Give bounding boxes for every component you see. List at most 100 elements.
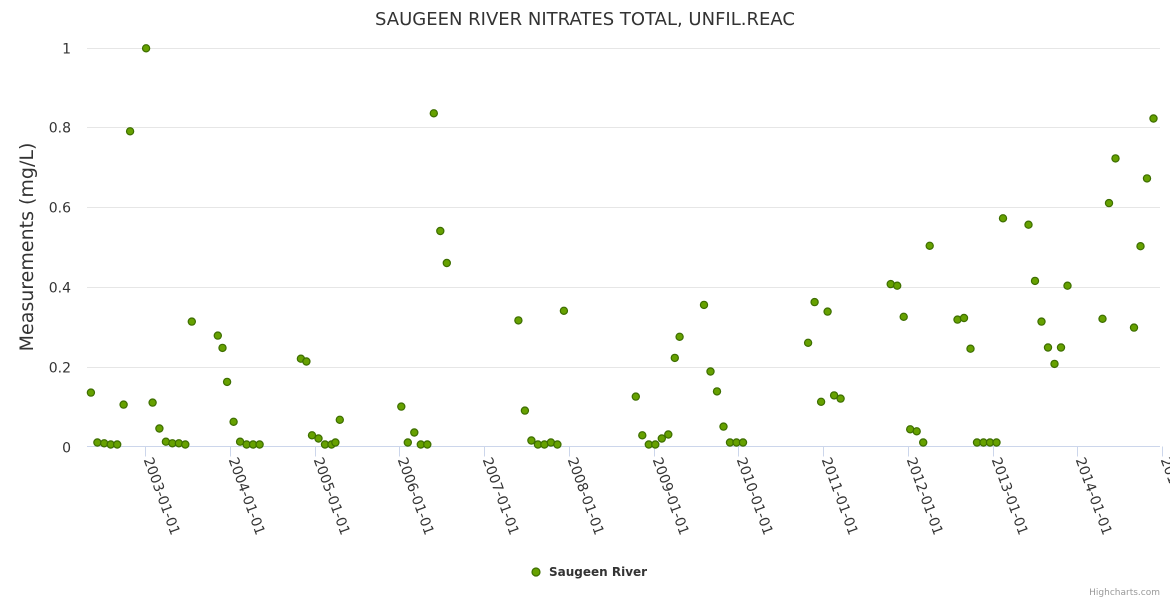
data-point[interactable] <box>925 241 934 250</box>
y-tick-label: 0.8 <box>49 121 71 137</box>
data-point[interactable] <box>803 338 813 347</box>
data-point[interactable] <box>187 317 196 326</box>
data-point[interactable] <box>1104 198 1114 208</box>
data-point[interactable] <box>218 343 227 353</box>
x-tick-label: 2014-01-01 <box>1072 455 1115 537</box>
data-point[interactable] <box>899 312 908 321</box>
data-point[interactable] <box>423 440 432 449</box>
data-point[interactable] <box>1030 276 1040 286</box>
y-tick-label: 0.2 <box>49 361 71 377</box>
data-point[interactable] <box>1037 317 1046 326</box>
data-point[interactable] <box>314 434 323 443</box>
data-point[interactable] <box>670 353 680 363</box>
data-point[interactable] <box>86 388 96 397</box>
data-point[interactable] <box>307 431 317 440</box>
data-point[interactable] <box>912 427 921 436</box>
y-axis-label: Measurements (mg/L) <box>16 143 38 352</box>
data-point[interactable] <box>738 438 748 447</box>
x-tick-label: 2013-01-01 <box>988 455 1031 537</box>
data-point[interactable] <box>442 258 451 268</box>
data-point[interactable] <box>836 394 845 403</box>
data-point[interactable] <box>706 367 715 376</box>
x-axis-ticks: 2003-01-01 2004-01-01 2005-01-01 2006-01-01… <box>140 446 1170 537</box>
data-point[interactable] <box>1149 114 1158 123</box>
data-point[interactable] <box>816 397 826 406</box>
data-point[interactable] <box>810 297 819 307</box>
y-tick-label: 0.6 <box>49 201 71 217</box>
x-tick-label: 2008-01-01 <box>564 455 607 537</box>
data-point[interactable] <box>1142 174 1152 183</box>
data-point[interactable] <box>93 438 102 447</box>
data-point[interactable] <box>429 109 438 118</box>
data-point[interactable] <box>699 300 709 310</box>
data-point[interactable] <box>155 424 164 433</box>
data-point[interactable] <box>410 428 419 437</box>
data-point[interactable] <box>1043 343 1053 352</box>
data-point[interactable] <box>229 417 238 426</box>
y-tick-label: 1 <box>62 42 71 58</box>
data-point[interactable] <box>998 214 1008 223</box>
data-point[interactable] <box>675 332 684 341</box>
data-point[interactable] <box>893 281 902 290</box>
data-point[interactable] <box>1050 359 1059 369</box>
data-point[interactable] <box>181 440 190 449</box>
data-point[interactable] <box>213 331 222 340</box>
data-point[interactable] <box>222 377 232 387</box>
x-tick-label: 2005-01-01 <box>310 455 353 537</box>
data-point[interactable] <box>559 306 569 315</box>
data-point[interactable] <box>1024 220 1033 229</box>
data-point[interactable] <box>712 387 722 396</box>
legend[interactable]: Saugeen River <box>531 565 647 579</box>
data-point[interactable] <box>631 392 641 401</box>
chart-title: SAUGEEN RIVER NITRATES TOTAL, UNFIL.REAC <box>375 9 795 30</box>
data-point[interactable] <box>119 400 128 409</box>
data-point[interactable] <box>403 438 412 447</box>
x-tick-label: 2009-01-01 <box>649 455 692 537</box>
data-point[interactable] <box>302 357 311 366</box>
data-point[interactable] <box>829 391 839 400</box>
data-point[interactable] <box>992 438 1001 447</box>
x-tick-label: 2010-01-01 <box>733 455 776 537</box>
x-tick-label: 2011-01-01 <box>818 455 861 537</box>
data-point[interactable] <box>331 438 340 447</box>
data-point[interactable] <box>335 415 344 424</box>
data-point[interactable] <box>1063 281 1072 290</box>
data-point[interactable] <box>436 226 445 236</box>
data-point[interactable] <box>141 44 151 53</box>
data-point[interactable] <box>664 430 673 439</box>
data-point[interactable] <box>638 431 647 440</box>
data-point[interactable] <box>919 438 928 447</box>
y-axis-ticks: 0 0.2 0.4 0.6 0.8 1 <box>49 42 71 457</box>
data-point[interactable] <box>1111 154 1120 163</box>
x-tick-label: 2015-01-01 <box>1157 455 1170 537</box>
data-point[interactable] <box>823 307 832 316</box>
x-tick-label: 2006-01-01 <box>394 455 437 537</box>
data-point[interactable] <box>651 440 660 449</box>
data-point[interactable] <box>397 402 406 411</box>
data-point[interactable] <box>255 440 264 449</box>
data-point[interactable] <box>1136 241 1145 251</box>
data-point[interactable] <box>527 436 536 445</box>
data-point[interactable] <box>1098 314 1107 323</box>
data-point[interactable] <box>966 344 975 353</box>
legend-marker <box>531 567 541 577</box>
data-point[interactable] <box>148 398 157 407</box>
data-point[interactable] <box>125 127 135 136</box>
data-point[interactable] <box>520 406 530 415</box>
data-point[interactable] <box>719 422 728 431</box>
data-point[interactable] <box>1056 343 1066 352</box>
x-tick-label: 2003-01-01 <box>140 455 183 537</box>
data-point[interactable] <box>959 313 969 323</box>
data-point[interactable] <box>1129 323 1139 332</box>
gridlines <box>87 48 1160 368</box>
data-points <box>86 44 1158 449</box>
credits-link[interactable]: Highcharts.com <box>1089 588 1160 598</box>
data-point[interactable] <box>112 440 122 449</box>
data-point[interactable] <box>553 440 562 449</box>
y-tick-label: 0 <box>62 441 71 457</box>
data-point[interactable] <box>514 316 523 325</box>
data-point[interactable] <box>657 434 667 443</box>
legend-item-saugeen-river[interactable]: Saugeen River <box>549 565 647 579</box>
